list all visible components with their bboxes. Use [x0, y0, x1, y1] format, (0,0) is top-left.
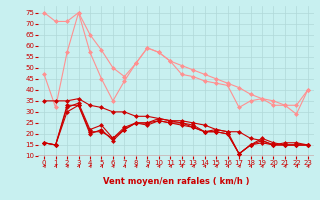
X-axis label: Vent moyen/en rafales ( km/h ): Vent moyen/en rafales ( km/h ): [103, 177, 249, 186]
